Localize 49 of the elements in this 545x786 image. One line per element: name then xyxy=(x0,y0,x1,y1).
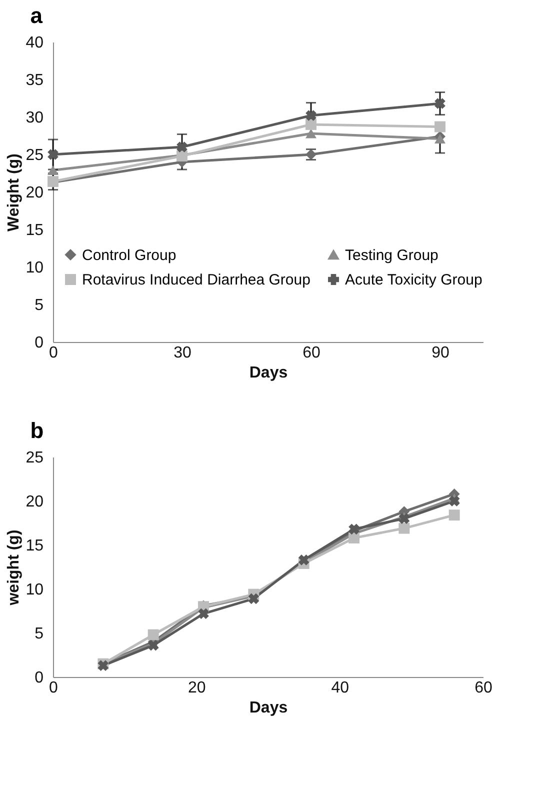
y-tick-label: 25 xyxy=(26,147,44,164)
y-tick-label: 10 xyxy=(26,582,44,598)
y-tick-label: 15 xyxy=(26,538,44,554)
point xyxy=(148,640,159,651)
y-axis-title: weight (g) xyxy=(6,530,23,606)
point xyxy=(48,166,58,175)
point xyxy=(248,593,260,604)
x-axis-title: Days xyxy=(249,364,288,382)
x-tick-label: 30 xyxy=(174,344,192,362)
x-tick-label: 0 xyxy=(49,680,58,696)
x-axis-title: Days xyxy=(249,700,288,716)
legend-label: Acute Toxicity Group xyxy=(345,272,482,288)
x-tick-label: 40 xyxy=(331,680,350,696)
point xyxy=(448,496,460,506)
y-tick-label: 20 xyxy=(26,494,44,510)
point xyxy=(398,513,410,524)
x-tick-label: 0 xyxy=(49,344,58,362)
x-tick-label: 60 xyxy=(474,680,492,696)
y-tick-label: 15 xyxy=(26,222,44,239)
y-axis-title: Weight (g) xyxy=(6,154,23,232)
chart-title: a xyxy=(30,3,44,28)
point xyxy=(306,128,316,138)
point xyxy=(306,119,316,130)
y-tick-label: 25 xyxy=(26,450,44,466)
x-tick-label: 90 xyxy=(432,344,450,362)
x-tick-label: 20 xyxy=(188,680,206,696)
point xyxy=(434,121,446,132)
y-tick-label: 5 xyxy=(34,626,44,642)
y-tick-label: 10 xyxy=(26,260,44,276)
y-tick-label: 40 xyxy=(26,34,44,52)
y-tick-label: 30 xyxy=(26,110,44,126)
point xyxy=(176,142,188,152)
point xyxy=(148,629,159,640)
point xyxy=(398,522,410,534)
legend-label: Rotavirus Induced Diarrhea Group xyxy=(82,272,310,288)
y-tick-label: 5 xyxy=(34,297,44,314)
x-tick-label: 60 xyxy=(302,344,320,362)
point xyxy=(306,110,316,121)
legend-label: Testing Group xyxy=(345,246,438,264)
point xyxy=(48,149,58,160)
point xyxy=(448,510,460,521)
point xyxy=(434,134,446,144)
chart-title: b xyxy=(30,418,44,443)
legend-label: Control Group xyxy=(82,246,176,264)
point xyxy=(198,608,209,620)
point xyxy=(434,98,446,109)
y-tick-label: 35 xyxy=(26,72,44,89)
point xyxy=(348,532,360,544)
y-tick-label: 20 xyxy=(26,184,44,202)
